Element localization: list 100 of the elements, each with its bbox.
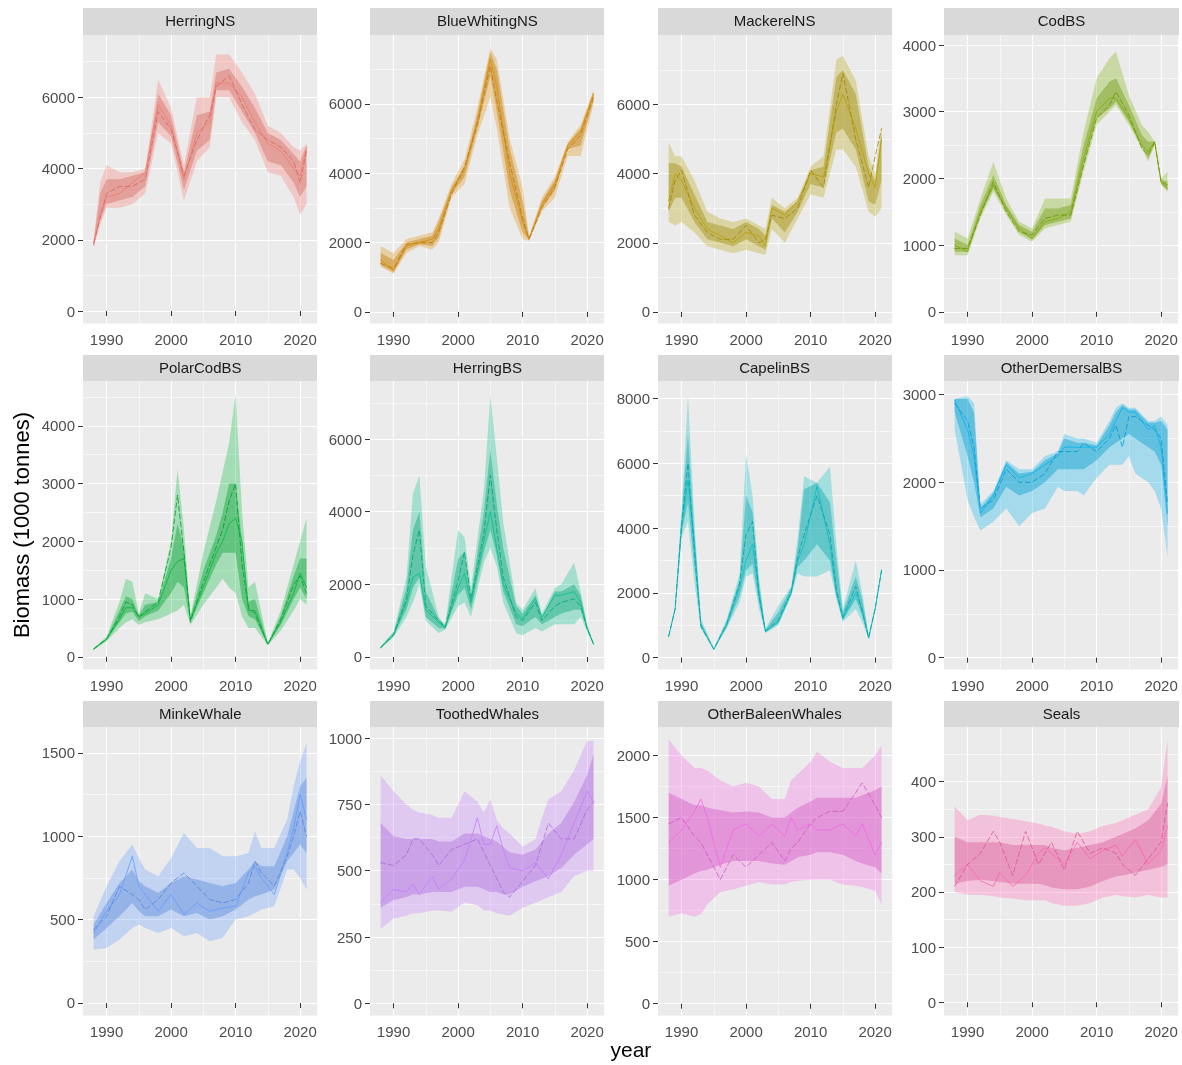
y-tick-label: 2000 [328, 575, 363, 593]
y-tick-label: 6000 [328, 94, 363, 112]
y-tick-label: 6000 [41, 88, 76, 106]
y-tick-label: 0 [928, 302, 937, 320]
y-tick-label: 6000 [616, 95, 650, 113]
chart-title: MinkeWhale [83, 700, 318, 727]
x-tick-label: 2000 [441, 1022, 476, 1040]
y-tick-label: 2000 [616, 747, 650, 765]
x-tick-label: 2010 [219, 330, 253, 347]
x-tick-label: 2000 [154, 676, 188, 694]
y-tick-label: 0 [353, 302, 363, 320]
x-tick-label: 2010 [1080, 676, 1114, 694]
x-tick-label: 2010 [506, 676, 540, 694]
x-tick-label: 2000 [728, 330, 763, 347]
x-tick-label: 2010 [506, 1022, 540, 1040]
x-tick-label: 2020 [1144, 676, 1179, 694]
y-tick-label: 500 [50, 911, 76, 929]
x-tick-label: 2000 [728, 676, 763, 694]
y-tick-label: 0 [66, 648, 76, 666]
x-tick-label: 2020 [857, 330, 892, 347]
x-tick-label: 2010 [219, 676, 253, 694]
x-tick-label: 2020 [857, 1022, 892, 1040]
y-tick-label: 0 [641, 649, 650, 667]
x-tick-label: 2020 [857, 676, 892, 694]
x-tick-label: 1990 [377, 676, 411, 694]
x-tick-label: 1990 [951, 676, 985, 694]
x-tick-label: 1990 [90, 1022, 124, 1040]
y-axis-title: Biomass (1000 tonnes) [9, 411, 35, 639]
y-tick-label: 250 [337, 928, 363, 946]
x-tick-label: 1990 [377, 330, 411, 347]
x-tick-label: 2010 [793, 1022, 827, 1040]
y-tick-label: 1000 [41, 590, 76, 608]
y-tick-label: 750 [337, 795, 363, 813]
x-tick-label: 2010 [506, 330, 540, 347]
x-tick-label: 2020 [1144, 1022, 1179, 1040]
y-tick-label: 2000 [903, 473, 937, 491]
chart-title: MackerelNS [657, 8, 892, 35]
y-tick-label: 4000 [41, 159, 76, 177]
y-tick-label: 4000 [328, 164, 363, 182]
x-tick-label: 1990 [90, 676, 124, 694]
chart-title: HerringBS [370, 354, 605, 381]
line-series [954, 803, 1169, 887]
chart-title: ToothedWhales [370, 700, 605, 727]
y-tick-label: 4000 [328, 503, 363, 521]
x-tick-label: 2000 [441, 330, 476, 347]
y-tick-label: 0 [641, 995, 650, 1013]
x-tick-label: 2000 [1015, 676, 1050, 694]
x-tick-label: 2020 [570, 676, 605, 694]
x-tick-label: 1990 [90, 330, 124, 347]
y-tick-label: 3000 [903, 102, 937, 120]
y-tick-label: 1000 [903, 236, 937, 254]
y-tick-label: 0 [353, 648, 363, 666]
y-tick-label: 1500 [616, 809, 650, 827]
y-tick-label: 2000 [903, 169, 937, 187]
x-axis-title: year [610, 1037, 652, 1062]
x-tick-label: 2020 [283, 330, 317, 347]
chart-title: Seals [944, 700, 1179, 727]
x-tick-label: 1990 [951, 1022, 985, 1040]
y-tick-label: 2000 [616, 584, 650, 602]
y-tick-label: 100 [911, 938, 937, 956]
y-tick-label: 0 [66, 302, 76, 320]
y-tick-label: 0 [928, 993, 937, 1011]
chart-title: CodBS [944, 8, 1179, 35]
chart-title: BlueWhitingNS [370, 8, 605, 35]
x-tick-label: 2000 [728, 1022, 763, 1040]
x-tick-label: 2010 [1080, 1022, 1114, 1040]
y-tick-label: 4000 [616, 519, 650, 537]
y-tick-label: 1000 [328, 729, 363, 747]
chart-title: HerringNS [83, 8, 318, 35]
x-tick-label: 2000 [441, 676, 476, 694]
y-tick-label: 1500 [41, 744, 76, 762]
y-tick-label: 6000 [616, 454, 650, 472]
x-tick-label: 1990 [664, 330, 698, 347]
y-tick-label: 4000 [903, 36, 937, 54]
x-tick-label: 1990 [951, 330, 985, 347]
y-tick-label: 4000 [616, 164, 650, 182]
chart-title: PolarCodBS [83, 354, 318, 381]
y-tick-label: 1000 [41, 827, 76, 845]
y-tick-label: 400 [911, 773, 937, 791]
y-tick-label: 500 [624, 933, 650, 951]
x-tick-label: 2020 [1144, 330, 1179, 347]
y-tick-label: 2000 [328, 233, 363, 251]
x-tick-label: 2020 [570, 330, 605, 347]
x-tick-label: 1990 [664, 1022, 698, 1040]
x-tick-label: 2020 [283, 1022, 317, 1040]
x-tick-label: 2010 [793, 330, 827, 347]
x-tick-label: 1990 [377, 1022, 411, 1040]
y-tick-label: 1000 [616, 871, 650, 889]
y-tick-label: 2000 [41, 532, 76, 550]
y-tick-label: 500 [337, 862, 363, 880]
chart-title: OtherDemersalBS [944, 354, 1179, 381]
y-tick-label: 3000 [41, 475, 76, 493]
x-tick-label: 2010 [793, 676, 827, 694]
y-tick-label: 1000 [903, 561, 937, 579]
y-tick-label: 4000 [41, 417, 76, 435]
x-tick-label: 2010 [219, 1022, 253, 1040]
y-tick-label: 2000 [41, 230, 76, 248]
y-tick-label: 300 [911, 828, 937, 846]
line-series [667, 798, 882, 868]
line-series [954, 825, 1169, 887]
